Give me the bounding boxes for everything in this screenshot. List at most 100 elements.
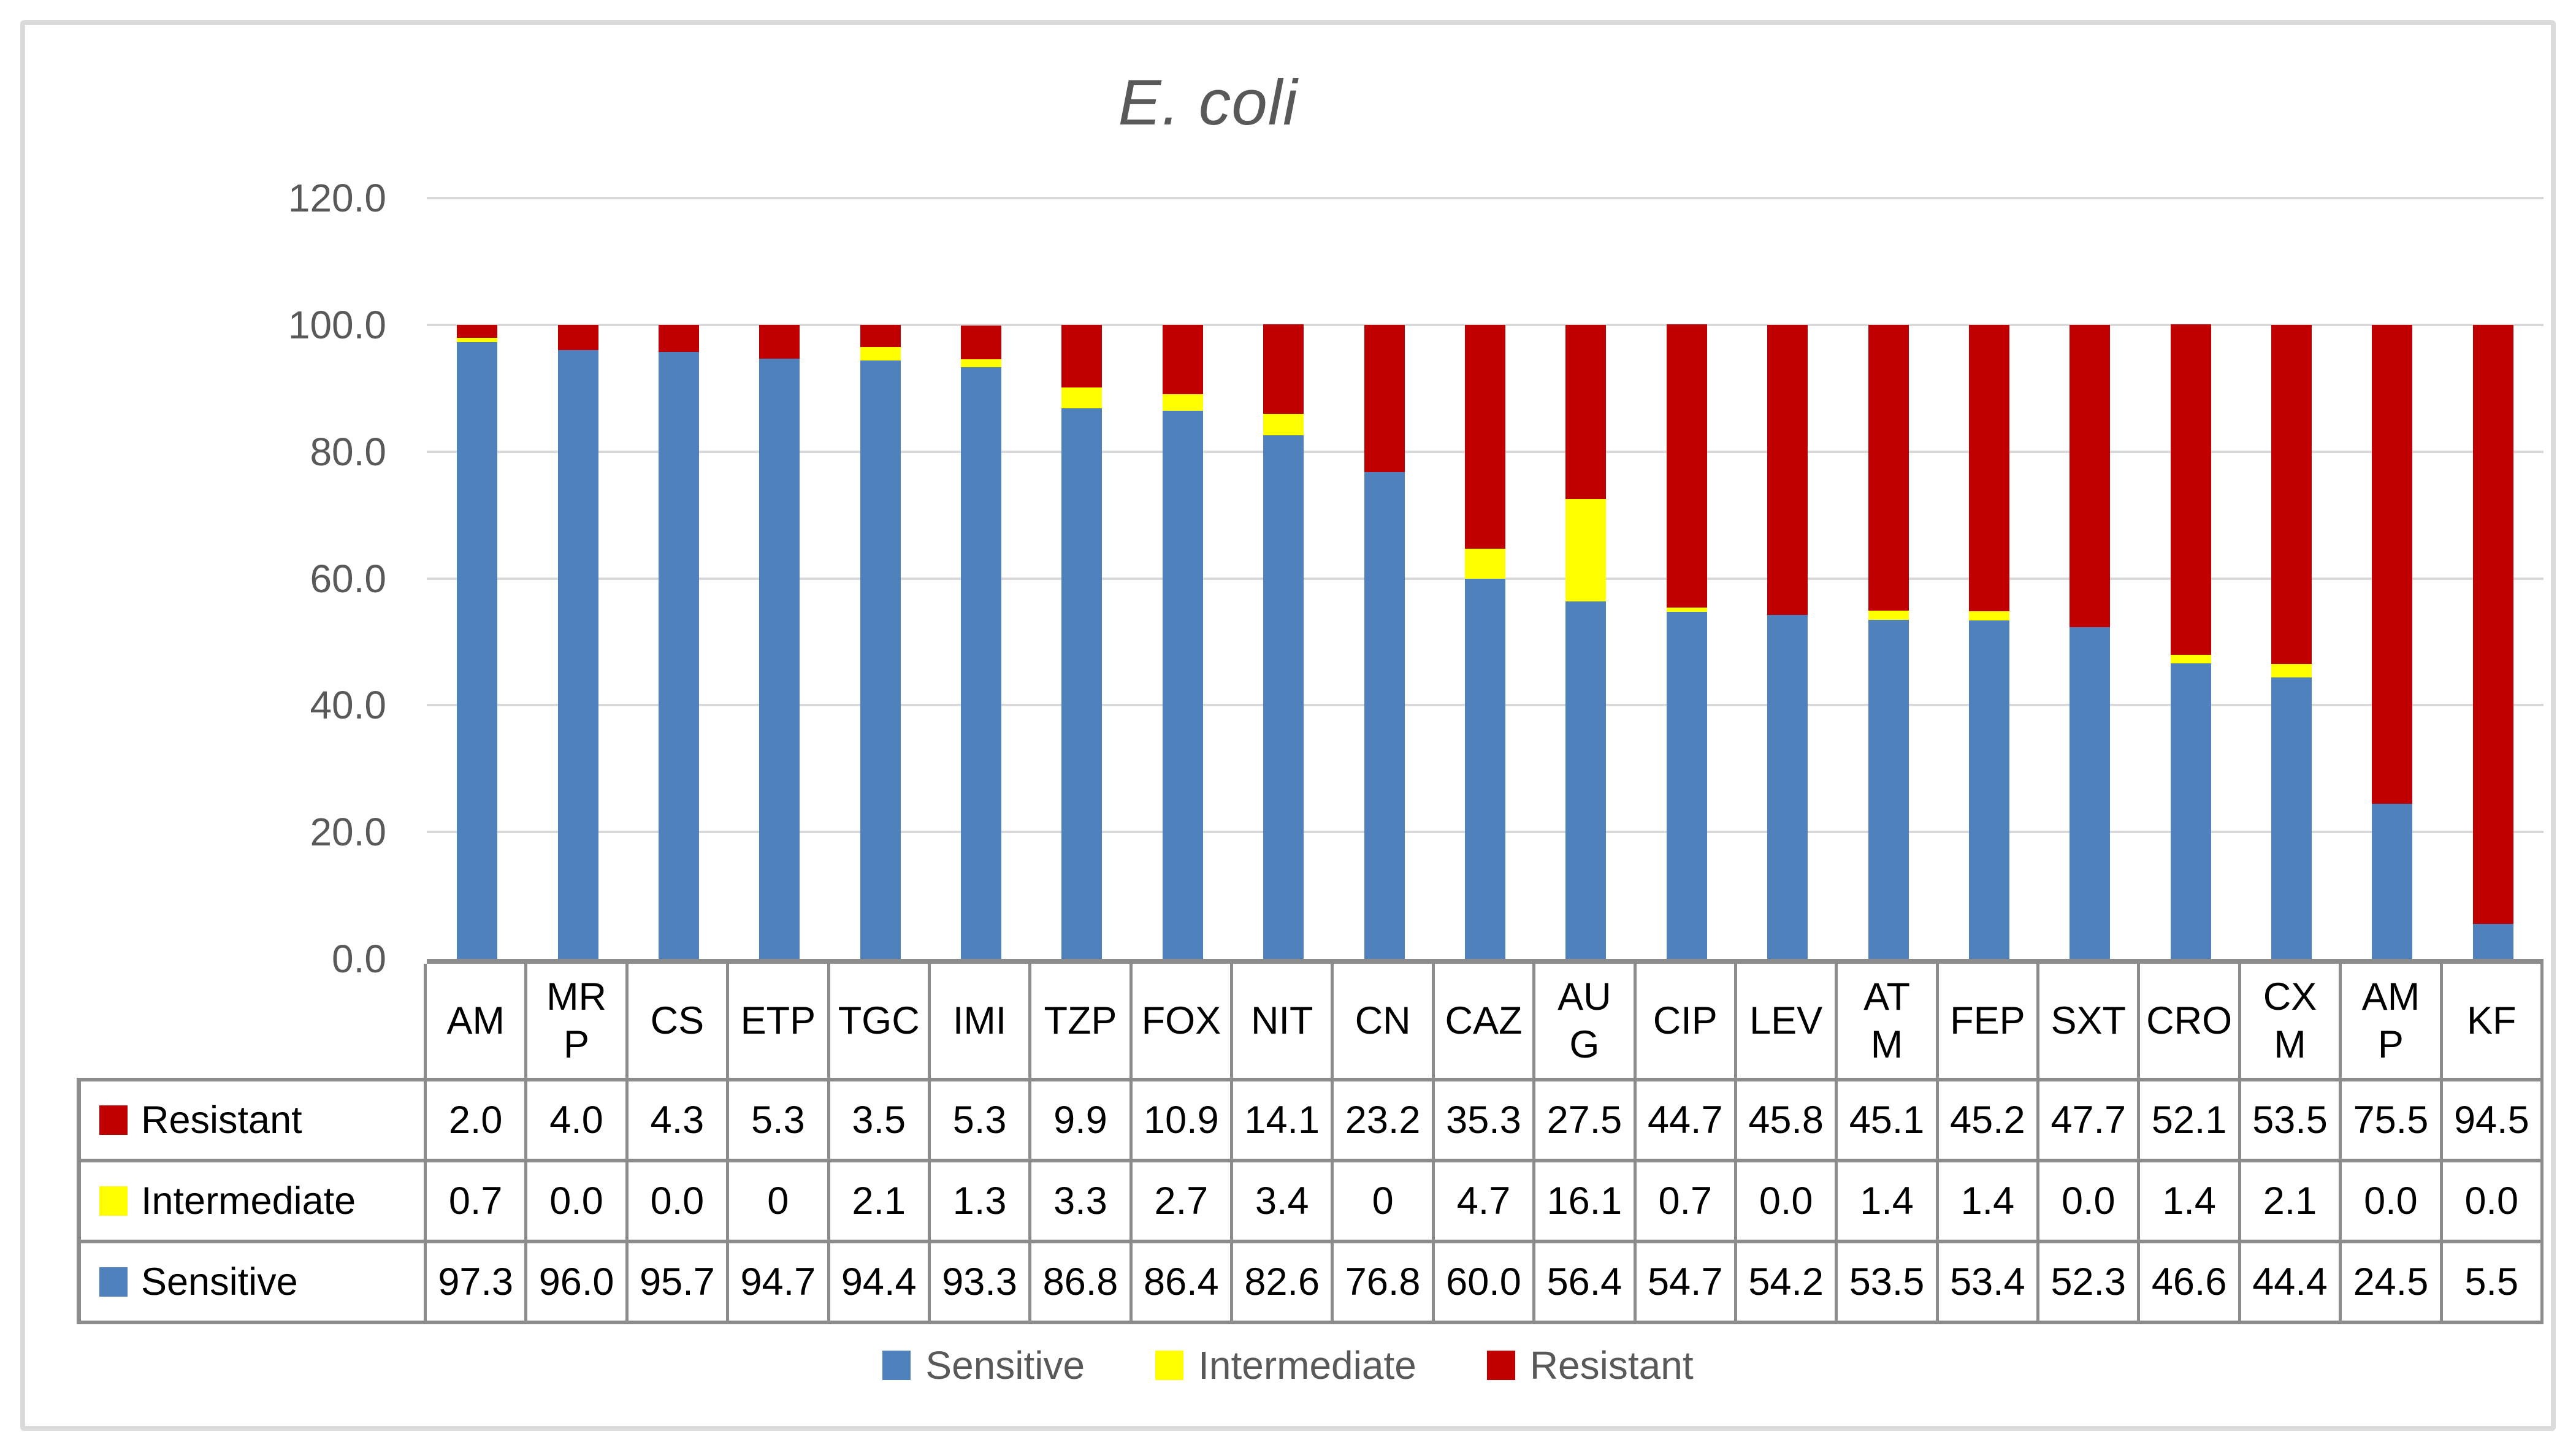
table-value-resistant-amp: 75.5	[2342, 1081, 2443, 1162]
bar-segment-resistant	[1464, 324, 1505, 549]
bar-segment-sensitive	[2271, 677, 2312, 959]
table-value-resistant-etp: 5.3	[729, 1081, 830, 1162]
table-value-intermediate-tzp: 3.3	[1031, 1162, 1133, 1243]
table-value-sensitive-caz: 60.0	[1434, 1243, 1536, 1324]
bar-column-amp	[2342, 198, 2442, 959]
bar-column-fox	[1133, 198, 1233, 959]
table-value-intermediate-cxm: 2.1	[2241, 1162, 2342, 1243]
table-value-sensitive-kf: 5.5	[2442, 1243, 2544, 1324]
legend-item-intermediate: Intermediate	[1155, 1343, 1416, 1388]
intermediate-legend-key-icon	[99, 1186, 128, 1216]
bar-segment-resistant	[1162, 324, 1203, 394]
table-value-intermediate-etp: 0	[729, 1162, 830, 1243]
table-header-am: AM	[427, 964, 528, 1081]
stacked-bar-tgc	[860, 198, 901, 959]
table-value-intermediate-fox: 2.7	[1132, 1162, 1234, 1243]
bar-column-cn	[1334, 198, 1434, 959]
resistant-legend-swatch-icon	[1486, 1351, 1515, 1380]
bar-segment-resistant	[557, 324, 598, 351]
table-value-sensitive-fep: 53.4	[1938, 1243, 2040, 1324]
legend-item-label: Sensitive	[925, 1343, 1085, 1387]
plot-area	[427, 197, 2544, 964]
bar-column-imi	[931, 198, 1031, 959]
intermediate-legend-swatch-icon	[1155, 1351, 1184, 1380]
table-value-sensitive-lev: 54.2	[1737, 1243, 1838, 1324]
table-value-sensitive-sxt: 52.3	[2039, 1243, 2141, 1324]
bar-column-cro	[2140, 198, 2241, 959]
stacked-bar-tzp	[1061, 198, 1103, 959]
bar-column-lev	[1737, 198, 1838, 959]
table-value-intermediate-atm: 1.4	[1838, 1162, 1939, 1243]
table-value-resistant-cxm: 53.5	[2241, 1081, 2342, 1162]
stacked-bar-atm	[1868, 198, 1909, 959]
table-value-resistant-cro: 52.1	[2140, 1081, 2241, 1162]
bar-segment-intermediate	[961, 359, 1002, 368]
table-value-sensitive-amp: 24.5	[2342, 1243, 2443, 1324]
y-axis-tick-label: 100.0	[288, 302, 386, 347]
stacked-bar-cxm	[2271, 198, 2312, 959]
table-header-atm: AT M	[1838, 964, 1939, 1081]
bar-segment-resistant	[2070, 324, 2111, 628]
bar-segment-sensitive	[1767, 615, 1808, 959]
bar-segment-resistant	[457, 324, 498, 338]
table-value-sensitive-cip: 54.7	[1636, 1243, 1737, 1324]
bar-segment-intermediate	[1263, 413, 1304, 435]
bar-segment-intermediate	[1061, 387, 1103, 409]
bar-segment-resistant	[2170, 324, 2211, 655]
table-header-aug: AU G	[1535, 964, 1637, 1081]
bar-segment-intermediate	[2170, 654, 2211, 664]
resistant-legend-key-icon	[99, 1105, 128, 1135]
bar-segment-sensitive	[2070, 627, 2111, 959]
table-header-caz: CAZ	[1434, 964, 1536, 1081]
table-header-sxt: SXT	[2039, 964, 2141, 1081]
bar-segment-sensitive	[1968, 620, 2009, 959]
bar-segment-sensitive	[1666, 612, 1707, 959]
chart-title: E. coli	[1118, 67, 1298, 139]
stacked-bar-caz	[1464, 198, 1505, 959]
bar-segment-sensitive	[557, 350, 598, 959]
table-value-intermediate-caz: 4.7	[1434, 1162, 1536, 1243]
bar-column-cs	[629, 198, 729, 959]
table-value-intermediate-fep: 1.4	[1938, 1162, 2040, 1243]
bar-segment-sensitive	[759, 358, 800, 959]
table-header-fox: FOX	[1132, 964, 1234, 1081]
table-header-cn: CN	[1334, 964, 1435, 1081]
legend-item-label: Intermediate	[1198, 1343, 1416, 1387]
y-axis-tick-label: 60.0	[310, 556, 386, 601]
table-value-sensitive-atm: 53.5	[1838, 1243, 1939, 1324]
stacked-bar-mrp	[557, 198, 598, 959]
stacked-bar-cs	[658, 198, 699, 959]
table-series-label-sensitive: Sensitive	[77, 1243, 427, 1324]
bar-column-am	[427, 198, 527, 959]
table-value-resistant-imi: 5.3	[930, 1081, 1032, 1162]
bar-column-cxm	[2241, 198, 2342, 959]
table-value-sensitive-aug: 56.4	[1535, 1243, 1637, 1324]
table-value-resistant-aug: 27.5	[1535, 1081, 1637, 1162]
bar-segment-intermediate	[1565, 499, 1607, 601]
table-value-resistant-mrp: 4.0	[527, 1081, 629, 1162]
table-header-amp: AM P	[2342, 964, 2443, 1081]
bar-column-cip	[1637, 198, 1737, 959]
bar-segment-intermediate	[1968, 611, 2009, 620]
stacked-bar-sxt	[2070, 198, 2111, 959]
bar-segment-resistant	[961, 325, 1002, 359]
table-value-intermediate-am: 0.7	[427, 1162, 528, 1243]
table-value-resistant-lev: 45.8	[1737, 1081, 1838, 1162]
bar-column-tzp	[1031, 198, 1132, 959]
table-header-etp: ETP	[729, 964, 830, 1081]
table-value-intermediate-nit: 3.4	[1233, 1162, 1334, 1243]
bar-segment-sensitive	[2372, 803, 2413, 959]
table-value-intermediate-mrp: 0.0	[527, 1162, 629, 1243]
table-value-sensitive-cxm: 44.4	[2241, 1243, 2342, 1324]
bar-segment-resistant	[1364, 324, 1405, 472]
sensitive-legend-swatch-icon	[882, 1351, 911, 1380]
bar-segment-intermediate	[1666, 608, 1707, 612]
stacked-bar-cro	[2170, 198, 2211, 959]
stacked-bar-fox	[1162, 198, 1203, 959]
bar-segment-sensitive	[1061, 408, 1103, 959]
table-value-resistant-cs: 4.3	[628, 1081, 730, 1162]
bar-column-tgc	[830, 198, 931, 959]
stacked-bar-cn	[1364, 198, 1405, 959]
bar-segment-sensitive	[860, 360, 901, 959]
bar-segment-resistant	[2271, 324, 2312, 665]
